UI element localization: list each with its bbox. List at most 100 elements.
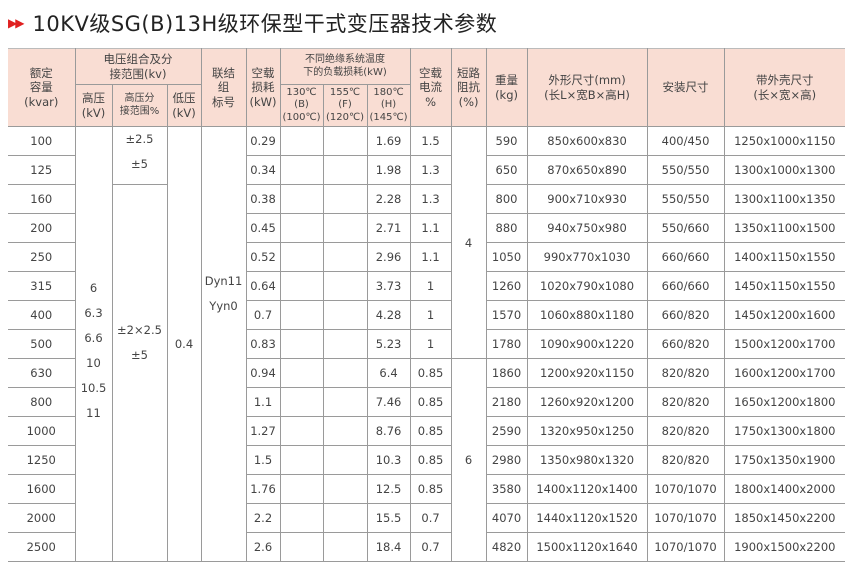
table-row: 100 6 6.3 6.6 10 10.5 11 ±2.5 ±5 0.4 Dyn11 Yyn0 0.29… [8, 126, 846, 562]
cell-install: 820/820 [646, 445, 725, 475]
header-lv: 低压 (kV) [166, 84, 202, 127]
cell-180: 5.23 [366, 329, 411, 359]
header-line: 下的负载损耗(kW) [303, 66, 387, 78]
table-row: 160 ±2×2.5 ±5 0.38 2.28 1.3 800 900x710x930 550/… [8, 184, 846, 562]
cell-dimensions: 990x770x1030 [526, 242, 648, 272]
cell-no-load-current: 1.3 [409, 184, 452, 214]
cell-weight: 1260 [485, 271, 528, 301]
header-line: (kV) [172, 105, 196, 120]
header-line: (长×宽×高) [753, 87, 817, 102]
cell-130 [279, 155, 324, 185]
cell-line: ±2×2.5 [117, 323, 162, 337]
cell-weight: 4820 [485, 532, 528, 562]
cell-shell: 1300x1100x1350 [723, 184, 846, 214]
cell-dimensions: 1500x1120x1640 [526, 532, 648, 562]
cell-dimensions: 1260x920x1200 [526, 387, 648, 417]
header-line: (kW) [249, 94, 277, 109]
cell-install: 400/450 [646, 126, 725, 156]
cell-dimensions: 1440x1120x1520 [526, 503, 648, 533]
table-row: 1250 1.5 10.3 0.85 2980 1350x980x1320 820/820 1… [8, 445, 846, 475]
cell-line: ±2.5 [125, 132, 154, 146]
cell-155 [322, 416, 368, 446]
cell-155 [322, 213, 368, 243]
table-row: 1000 1.27 8.76 0.85 2590 1320x950x1250 820/820… [8, 416, 846, 446]
header-line: (kV) [81, 105, 106, 120]
cell-shell: 1650x1200x1800 [723, 387, 846, 417]
header-line: 短路 [457, 65, 481, 80]
cell-install: 1070/1070 [646, 532, 725, 562]
cell-dimensions: 1350x980x1320 [526, 445, 648, 475]
cell-no-load-loss: 0.29 [245, 126, 281, 156]
cell-install: 820/820 [646, 416, 725, 446]
cell-impedance-a: 4 [450, 126, 487, 359]
header-line: 空载 [251, 65, 275, 80]
cell-capacity: 2500 [8, 532, 76, 562]
cell-no-load-current: 1 [409, 300, 452, 330]
header-line: 接范围% [119, 105, 160, 117]
header-connection: 联结组标号 [200, 48, 247, 127]
header-line: (120℃) [325, 111, 365, 123]
cell-no-load-current: 0.85 [409, 445, 452, 475]
header-line: 电流 [419, 80, 443, 95]
double-arrow-icon: ▶▶ [8, 16, 25, 30]
cell-130 [279, 126, 324, 156]
header-line: % [425, 94, 436, 109]
header-line: 空载 [419, 65, 443, 80]
header-line: (F) [338, 99, 352, 111]
cell-install: 1070/1070 [646, 503, 725, 533]
header-weight: 重量 (kg) [485, 48, 528, 127]
cell-impedance-b: 6 [450, 358, 487, 562]
cell-capacity: 250 [8, 242, 76, 272]
cell-weight: 2180 [485, 387, 528, 417]
cell-capacity: 1250 [8, 445, 76, 475]
cell-130 [279, 387, 324, 417]
cell-no-load-current: 1.1 [409, 213, 452, 243]
cell-dimensions: 870x650x890 [526, 155, 648, 185]
header-line: (长L×宽B×高H) [544, 87, 630, 102]
cell-weight: 880 [485, 213, 528, 243]
cell-install: 660/660 [646, 271, 725, 301]
title-text: 10KV级SG(B)13H级环保型干式变压器技术参数 [32, 12, 498, 36]
cell-180: 12.5 [366, 474, 411, 504]
header-capacity: 额定 容量 (kvar) [8, 48, 76, 127]
cell-install: 550/660 [646, 213, 725, 243]
header-hv-tap: 高压分 接范围% [111, 84, 168, 127]
cell-line: Dyn11 [204, 274, 243, 288]
cell-no-load-loss: 0.7 [245, 300, 281, 330]
cell-weight: 1860 [485, 358, 528, 388]
cell-weight: 3580 [485, 474, 528, 504]
table-row: 500 0.83 5.23 1 1780 1090x900x1220 660/820 1500… [8, 329, 846, 359]
cell-dimensions: 1200x920x1150 [526, 358, 648, 388]
header-line: 外形尺寸(mm) [548, 73, 626, 88]
cell-130 [279, 184, 324, 214]
spec-table: 额定 容量 (kvar) 电压组合及分 接范围(kv) 联结组标号 空载 损耗 (kW) … [8, 48, 846, 562]
cell-no-load-current: 0.7 [409, 532, 452, 562]
cell-no-load-loss: 2.2 [245, 503, 281, 533]
cell-line: ±5 [131, 348, 148, 362]
cell-no-load-loss: 0.45 [245, 213, 281, 243]
header-line: (B) [294, 99, 309, 111]
cell-capacity: 1000 [8, 416, 76, 446]
header-line: 180℃ [373, 86, 404, 98]
cell-180: 2.28 [366, 184, 411, 214]
cell-no-load-loss: 0.83 [245, 329, 281, 359]
header-no-load-current: 空载 电流% [409, 48, 452, 127]
cell-install: 660/820 [646, 300, 725, 330]
cell-no-load-loss: 1.1 [245, 387, 281, 417]
cell-130 [279, 213, 324, 243]
cell-shell: 1450x1200x1600 [723, 300, 846, 330]
cell-dimensions: 1400x1120x1400 [526, 474, 648, 504]
header-155: 155℃ (F) (120℃) [322, 84, 368, 127]
cell-capacity: 100 [8, 126, 76, 156]
cell-180: 8.76 [366, 416, 411, 446]
cell-130 [279, 503, 324, 533]
cell-shell: 1300x1000x1300 [723, 155, 846, 185]
header-line: (H) [380, 99, 397, 111]
cell-180: 4.28 [366, 300, 411, 330]
cell-shell: 1350x1100x1500 [723, 213, 846, 243]
cell-install: 820/820 [646, 387, 725, 417]
header-hv: 高压 (kV) [75, 84, 113, 127]
header-line: 重量 [495, 73, 519, 88]
cell-install: 660/820 [646, 329, 725, 359]
header-line: 155℃ [329, 86, 361, 98]
